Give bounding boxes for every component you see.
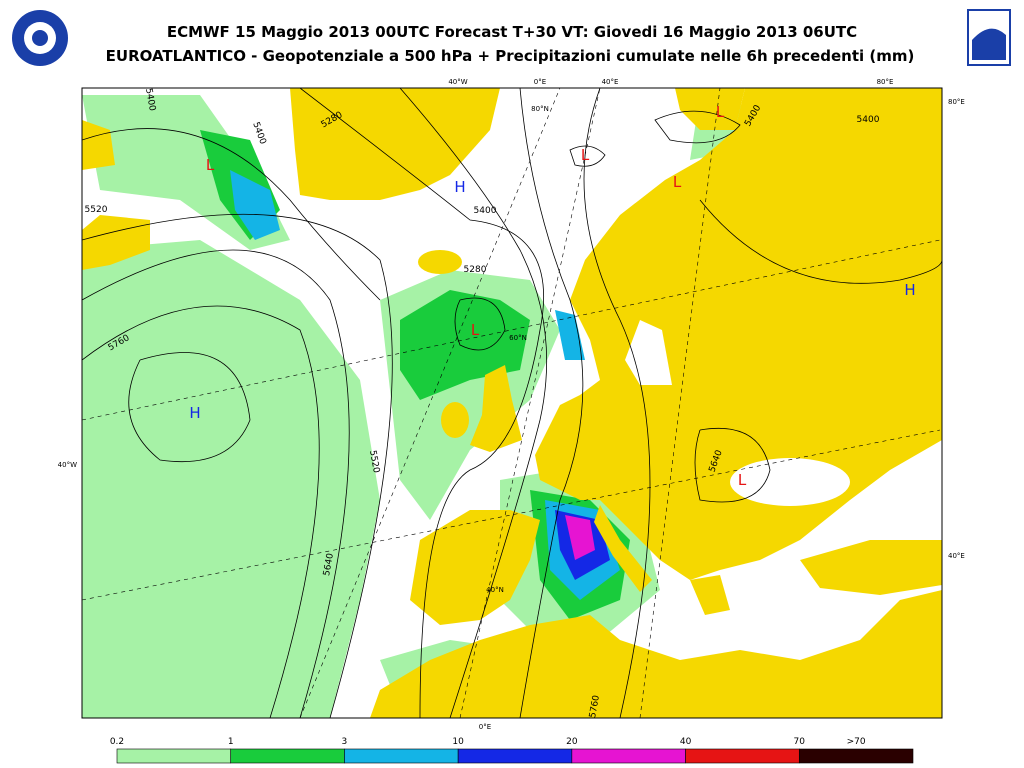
- subtitle: EUROATLANTICO - Geopotenziale a 500 hPa …: [106, 47, 915, 65]
- precip-magenta: [565, 515, 595, 560]
- contour-label: 5520: [85, 205, 108, 215]
- land: [410, 510, 540, 625]
- contour-label: 5280: [464, 265, 487, 275]
- contour: [454, 297, 506, 351]
- graticule-label: 60°N: [509, 334, 527, 342]
- land: [800, 540, 942, 595]
- land: [675, 88, 745, 130]
- graticule: [82, 239, 941, 421]
- legend-label: 3: [342, 737, 348, 747]
- graticule-label: 40°N: [486, 586, 504, 594]
- precip-blue: [230, 170, 280, 240]
- land: [82, 120, 115, 170]
- graticule: [82, 429, 941, 601]
- contour: [583, 88, 651, 718]
- legend-label: 10: [452, 737, 464, 747]
- contour: [399, 88, 548, 718]
- land: [690, 575, 730, 615]
- legend-label: 0.2: [110, 737, 124, 747]
- map: [82, 88, 942, 718]
- graticule-label: 40°E: [948, 552, 965, 560]
- legend-swatch: [798, 748, 914, 764]
- map-frame: [81, 87, 943, 719]
- contour: [654, 110, 741, 144]
- legend-swatch: [571, 748, 686, 764]
- graticule-label: 0°E: [479, 723, 491, 731]
- graticule-label: 40°E: [602, 78, 619, 86]
- legend-label: >70: [847, 737, 866, 747]
- contour-label: 5520: [367, 450, 381, 475]
- graticule: [299, 88, 561, 718]
- pressure-center: L: [471, 321, 480, 339]
- legend-swatch: [685, 748, 800, 764]
- logo-right: [967, 9, 1011, 66]
- pressure-center: H: [454, 178, 465, 196]
- land: [418, 250, 462, 274]
- contour-label: 5400: [143, 88, 157, 113]
- land: [441, 402, 469, 438]
- land: [290, 88, 500, 200]
- land: [470, 365, 522, 452]
- graticule-label: 40°W: [448, 78, 467, 86]
- title: ECMWF 15 Maggio 2013 00UTC Forecast T+30…: [167, 23, 857, 41]
- precip-light: [82, 240, 380, 718]
- land: [535, 88, 942, 580]
- legend-label: 1: [228, 737, 234, 747]
- contour: [82, 305, 320, 718]
- land: [594, 505, 652, 592]
- land: [82, 215, 150, 270]
- legend-swatch: [116, 748, 232, 764]
- contour: [82, 128, 381, 301]
- contour: [82, 213, 393, 718]
- sea: [730, 458, 850, 506]
- legend-swatch: [230, 748, 345, 764]
- legend-label: 20: [566, 737, 578, 747]
- graticule-label: 0°E: [534, 78, 546, 86]
- pressure-center: L: [206, 156, 215, 174]
- contour: [128, 352, 251, 463]
- logo-core: [32, 30, 48, 46]
- logo-left: [12, 10, 68, 66]
- graticule-label: 40°W: [58, 461, 77, 469]
- pressure-center: L: [673, 173, 682, 191]
- graticule-label: 80°E: [877, 78, 894, 86]
- legend-swatch: [344, 748, 459, 764]
- pressure-center: L: [716, 103, 725, 121]
- contour: [694, 427, 771, 503]
- graticule: [459, 88, 601, 718]
- graticule-label: 80°N: [531, 105, 549, 113]
- graticule-label: 80°E: [948, 98, 965, 106]
- contour-label: 5400: [474, 206, 497, 216]
- pressure-center: L: [581, 146, 590, 164]
- logo-mark: [972, 28, 1006, 60]
- graticule: [639, 88, 721, 718]
- contour: [699, 199, 942, 284]
- precip-blue: [555, 310, 585, 360]
- legend-label: 70: [794, 737, 806, 747]
- contour-label: 5640: [322, 552, 336, 577]
- legend-label: 40: [680, 737, 692, 747]
- contour-label: 5400: [857, 115, 880, 125]
- legend: 0.2 1 3 10 20 40 70 >70: [110, 737, 914, 764]
- pressure-center: H: [904, 281, 915, 299]
- pressure-center: L: [738, 471, 747, 489]
- contour: [299, 88, 544, 718]
- contour: [569, 145, 606, 167]
- contour-label: 5760: [588, 694, 602, 719]
- contour: [82, 249, 350, 718]
- land: [370, 590, 942, 718]
- legend-swatch: [457, 748, 573, 764]
- contour: [519, 88, 584, 718]
- pressure-center: H: [189, 404, 200, 422]
